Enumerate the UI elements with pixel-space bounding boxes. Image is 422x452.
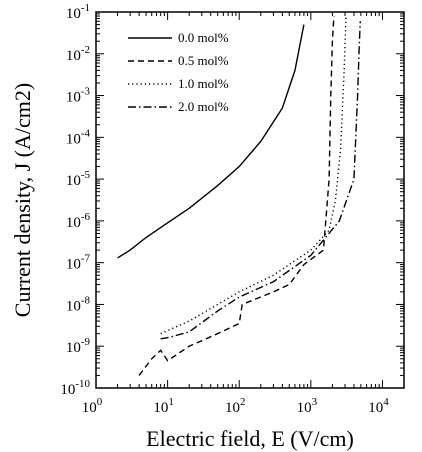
- legend-label: 2.0 mol%: [178, 99, 229, 114]
- series-lines: [117, 16, 361, 376]
- legend: 0.0 mol% 0.5 mol% 1.0 mol% 2.0 mol%: [128, 30, 229, 114]
- legend-label: 0.5 mol%: [178, 53, 229, 68]
- x-tick-label: 104: [368, 396, 389, 416]
- x-tick-label: 102: [225, 396, 246, 416]
- y-tick-label: 10-2: [66, 44, 90, 64]
- x-tick-labels: 100 101 102 103 104: [82, 396, 389, 416]
- y-tick-label: 10-9: [66, 336, 91, 356]
- y-tick-label: 10-6: [66, 211, 91, 231]
- y-tick-label: 10-4: [66, 127, 91, 147]
- series-line-1: [138, 16, 335, 376]
- legend-label: 0.0 mol%: [178, 30, 229, 45]
- axis-ticks: [95, 11, 405, 389]
- y-tick-label: 10-10: [60, 378, 90, 398]
- y-tick-label: 10-8: [66, 294, 91, 314]
- y-tick-label: 10-3: [66, 86, 91, 106]
- series-line-3: [160, 21, 361, 340]
- y-tick-label: 10-7: [66, 253, 91, 273]
- plot-frame: [95, 11, 405, 389]
- legend-label: 1.0 mol%: [178, 76, 229, 91]
- x-tick-label: 100: [82, 396, 103, 416]
- x-axis-label: Electric field, E (V/cm): [146, 426, 354, 451]
- y-tick-label: 10-5: [66, 169, 91, 189]
- series-line-0: [117, 24, 305, 259]
- x-tick-label: 103: [297, 396, 318, 416]
- series-line-2: [160, 16, 347, 335]
- y-tick-labels: 10-10 10-9 10-8 10-7 10-6 10-5 10-4 10-3 10-2 10-…: [60, 2, 90, 398]
- y-axis-label: Current density, J (A/cm2): [10, 83, 35, 317]
- y-tick-label: 10-1: [66, 2, 90, 22]
- x-tick-label: 101: [153, 396, 174, 416]
